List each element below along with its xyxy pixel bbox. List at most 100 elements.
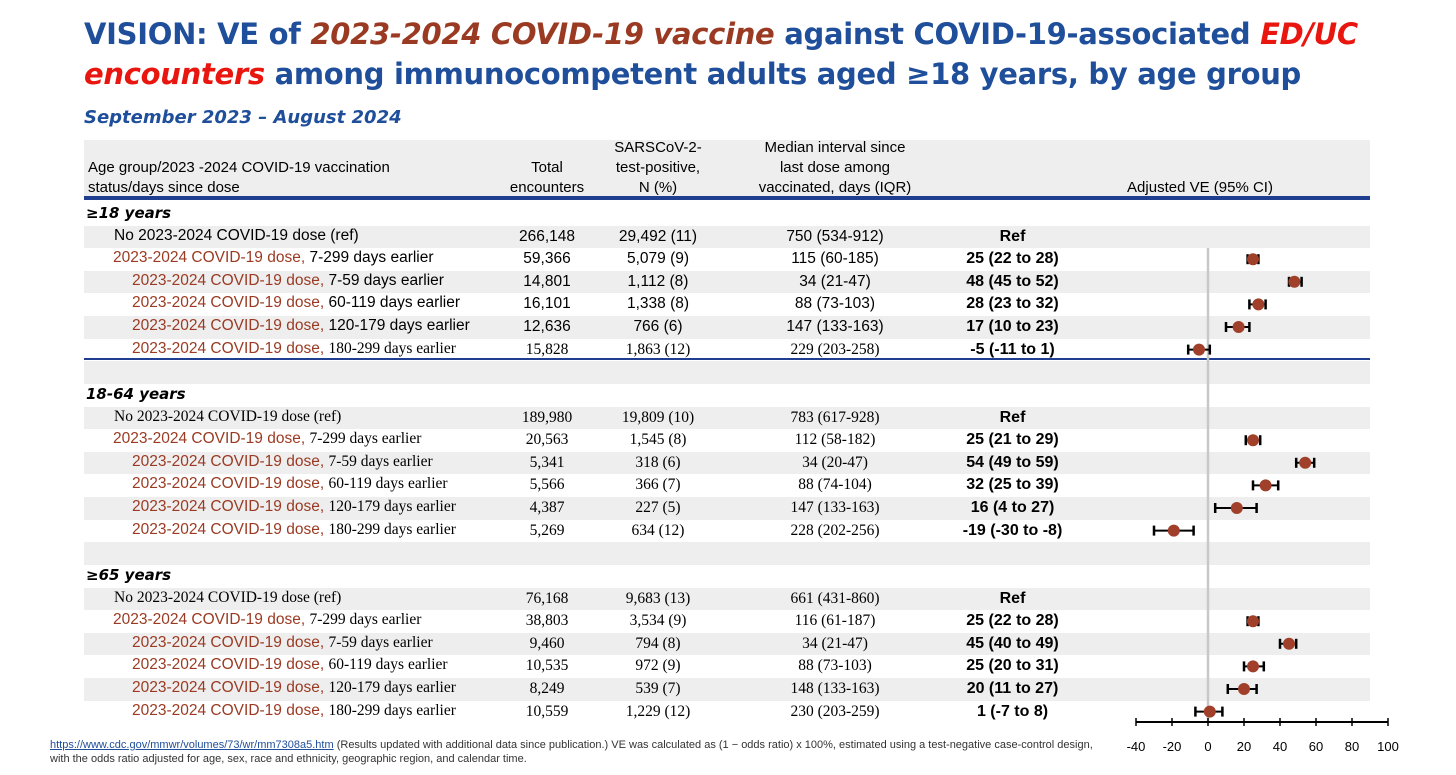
dose-prefix: 2023-2024 COVID-19 dose, xyxy=(132,498,325,515)
row-label: No 2023-2024 COVID-19 dose (ref) xyxy=(114,226,359,244)
adjusted-ve: 48 (45 to 52) xyxy=(966,272,1059,290)
test-positive: 1,338 (8) xyxy=(626,295,690,313)
test-positive: 19,809 (10) xyxy=(621,408,695,426)
test-positive: 29,492 (11) xyxy=(618,227,698,245)
adjusted-ve: 16 (4 to 27) xyxy=(970,499,1055,516)
total-encounters: 16,101 xyxy=(523,295,571,313)
test-positive: 5,079 (9) xyxy=(626,250,690,268)
dose-prefix: 2023-2024 COVID-19 dose, xyxy=(132,475,325,493)
title-part3: among immunocompetent adults aged ≥18 ye… xyxy=(264,57,1302,91)
group-label: 18-64 years xyxy=(86,385,186,403)
adjusted-ve: 25 (21 to 29) xyxy=(966,431,1059,449)
ve-point xyxy=(1247,434,1259,447)
header-positive: SARSCoV-2- test-positive, N (%) xyxy=(593,138,723,198)
table-row-band xyxy=(84,270,1370,294)
adjusted-ve: 25 (22 to 28) xyxy=(966,612,1059,630)
ve-point xyxy=(1247,615,1259,628)
total-encounters: 5,341 xyxy=(529,453,565,471)
dose-prefix: 2023-2024 COVID-19 dose, xyxy=(132,294,325,312)
header-total-line1: Total xyxy=(531,159,563,176)
title-vaccine: 2023-2024 COVID-19 vaccine xyxy=(310,17,775,51)
row-label: 2023-2024 COVID-19 dose, 120-179 days ea… xyxy=(132,677,456,699)
table-row-band xyxy=(84,406,1370,430)
ve-point xyxy=(1167,524,1180,537)
test-positive: 766 (6) xyxy=(633,318,683,335)
header-total: Total encounters xyxy=(497,158,597,198)
row-label: 2023-2024 COVID-19 dose, 7-59 days earli… xyxy=(132,451,433,473)
footnote-text: (Results updated with additional data si… xyxy=(50,739,1093,765)
page-subtitle: September 2023 – August 2024 xyxy=(84,107,402,128)
header-positive-line2: test-positive, xyxy=(615,159,701,176)
row-label: 2023-2024 COVID-19 dose, 180-299 days ea… xyxy=(132,338,456,360)
median-interval: 750 (534-912) xyxy=(786,227,884,245)
total-encounters: 76,168 xyxy=(525,589,569,607)
adjusted-ve: 20 (11 to 27) xyxy=(966,680,1059,697)
header-age-group-line1: Age group/2023 -2024 COVID-19 vaccinatio… xyxy=(88,159,390,176)
title-part1: VISION: VE of xyxy=(84,17,311,51)
median-interval: 88 (73-103) xyxy=(798,657,872,675)
test-positive: 3,534 (9) xyxy=(629,612,687,630)
header-interval-line3: vaccinated, days (IQR) xyxy=(758,179,912,196)
median-interval: 661 (431-860) xyxy=(790,589,880,607)
median-interval: 147 (133-163) xyxy=(790,499,880,516)
total-encounters: 189,980 xyxy=(521,408,573,426)
days-since-dose: 7-299 days earlier xyxy=(309,430,422,448)
days-since-dose: 180-299 days earlier xyxy=(328,339,456,357)
total-encounters: 5,269 xyxy=(529,521,565,539)
median-interval: 228 (202-256) xyxy=(790,521,880,539)
total-encounters: 9,460 xyxy=(529,634,565,652)
median-interval: 147 (133-163) xyxy=(786,318,884,335)
test-positive: 1,112 (8) xyxy=(627,272,689,290)
x-tick-label: 100 xyxy=(1377,739,1399,754)
dose-prefix: 2023-2024 COVID-19 dose, xyxy=(132,271,325,289)
adjusted-ve: 32 (25 to 39) xyxy=(966,476,1059,494)
total-encounters: 5,566 xyxy=(529,476,565,494)
dose-prefix: 2023-2024 COVID-19 dose, xyxy=(132,679,325,696)
adjusted-ve: 25 (22 to 28) xyxy=(966,250,1059,268)
ve-point xyxy=(1247,253,1259,266)
x-tick-label: 80 xyxy=(1345,739,1359,754)
row-label: 2023-2024 COVID-19 dose, 60-119 days ear… xyxy=(132,654,448,676)
title-encounter-1: ED/UC xyxy=(1260,17,1358,51)
ve-point xyxy=(1259,479,1272,492)
header-ve: Adjusted VE (95% CI) xyxy=(1127,179,1273,196)
total-encounters: 266,148 xyxy=(518,227,576,245)
ve-point xyxy=(1288,275,1301,288)
test-positive: 539 (7) xyxy=(635,680,681,697)
ve-point xyxy=(1238,683,1250,695)
median-interval: 229 (203-258) xyxy=(790,340,880,358)
ve-point xyxy=(1193,343,1205,356)
test-positive: 9,683 (13) xyxy=(625,589,691,607)
test-positive: 634 (12) xyxy=(631,521,685,539)
days-since-dose: 60-119 days earlier xyxy=(328,656,448,674)
test-positive: 318 (6) xyxy=(635,453,681,471)
table-row-band xyxy=(84,451,1370,475)
median-interval: 230 (203-259) xyxy=(790,702,880,720)
adjusted-ve: Ref xyxy=(999,589,1026,607)
total-encounters: 10,559 xyxy=(525,702,569,720)
row-label: 2023-2024 COVID-19 dose, 7-299 days earl… xyxy=(113,428,421,450)
ve-point xyxy=(1230,502,1243,514)
x-tick-label: -40 xyxy=(1127,739,1146,754)
days-since-dose: 7-299 days earlier xyxy=(309,249,434,267)
title-part2: against COVID-19-associated xyxy=(774,17,1261,51)
dose-prefix: 2023-2024 COVID-19 dose, xyxy=(132,701,325,719)
row-label: 2023-2024 COVID-19 dose, 7-59 days earli… xyxy=(132,632,433,654)
x-tick-label: 40 xyxy=(1273,739,1287,754)
dose-prefix: 2023-2024 COVID-19 dose, xyxy=(113,430,306,448)
ve-point xyxy=(1283,637,1295,650)
x-tick-label: 20 xyxy=(1237,739,1251,754)
footnote-link[interactable]: https://www.cdc.gov/mmwr/volumes/73/wr/m… xyxy=(50,739,334,751)
test-positive: 794 (8) xyxy=(635,634,681,652)
days-since-dose: 120-179 days earlier xyxy=(328,679,456,696)
ve-point xyxy=(1247,660,1259,673)
dose-prefix: 2023-2024 COVID-19 dose, xyxy=(132,633,325,651)
row-label: 2023-2024 COVID-19 dose, 7-299 days earl… xyxy=(113,247,434,269)
total-encounters: 38,803 xyxy=(525,612,569,630)
total-encounters: 12,636 xyxy=(523,318,571,335)
median-interval: 116 (61-187) xyxy=(794,612,876,630)
page-title: VISION: VE of 2023-2024 COVID-19 vaccine… xyxy=(84,14,1444,94)
header-age-group: Age group/2023 -2024 COVID-19 vaccinatio… xyxy=(88,158,488,198)
total-encounters: 15,828 xyxy=(525,340,569,358)
